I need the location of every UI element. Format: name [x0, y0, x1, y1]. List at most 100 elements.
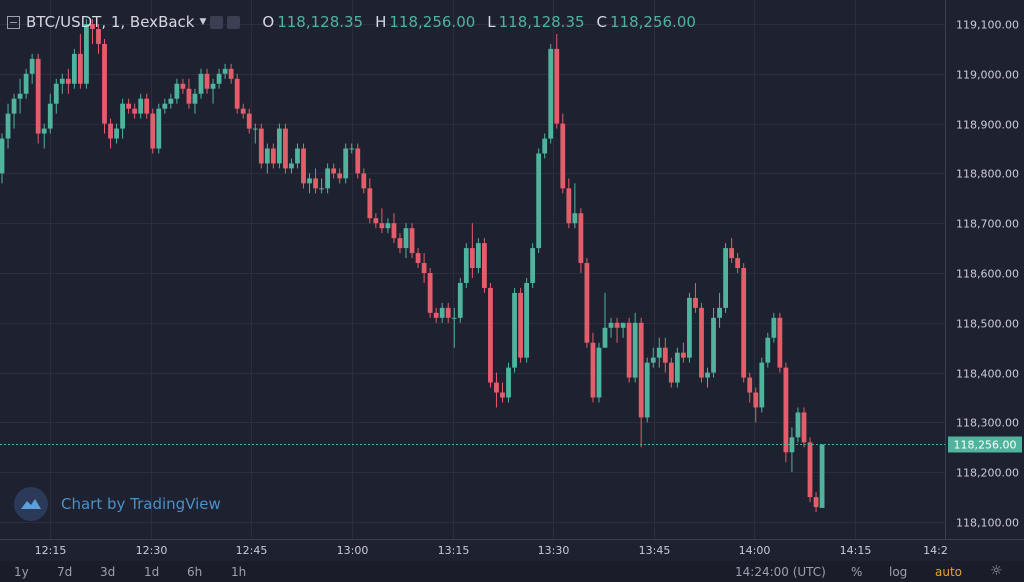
range-6h[interactable]: 6h	[187, 565, 203, 579]
range-1h[interactable]: 1h	[231, 565, 247, 579]
range-1d[interactable]: 1d	[144, 565, 160, 579]
candle-body	[216, 73, 222, 84]
candle-body	[252, 128, 258, 130]
candle-body	[397, 238, 403, 249]
candle-body	[47, 103, 53, 129]
chart-background	[0, 0, 1024, 561]
settings-icon[interactable]	[210, 15, 224, 29]
candle-body	[186, 88, 192, 104]
candle-body	[783, 367, 789, 453]
bottom-toolbar: 1y 7d 3d 1d 6h 1h 14:24:00 (UTC) % log a…	[0, 561, 1024, 582]
time-tick-label: 12:30	[136, 544, 168, 557]
candle-body	[337, 173, 343, 179]
candle-body	[506, 367, 511, 398]
candle-body	[361, 173, 367, 189]
candle-body	[578, 213, 584, 264]
vertical-grid	[50, 0, 856, 540]
candle-body	[29, 58, 35, 74]
candle-body	[307, 178, 312, 184]
candle-body	[608, 322, 614, 328]
utc-clock[interactable]: 14:24:00 (UTC)	[735, 565, 826, 579]
candle-body	[518, 292, 523, 358]
candle-body	[35, 58, 41, 134]
candle-body	[735, 258, 741, 269]
auto-toggle[interactable]: auto	[935, 565, 963, 579]
close-label: C	[596, 13, 608, 31]
candle-body	[138, 98, 144, 114]
price-tick-label: 118,300.00	[956, 417, 1019, 430]
candle-body	[680, 352, 686, 358]
range-3d[interactable]: 3d	[100, 565, 116, 579]
candle-body	[379, 223, 385, 229]
candle-body	[795, 412, 801, 438]
time-tick-label: 14:15	[840, 544, 872, 557]
candle-body	[102, 43, 107, 124]
candle-body	[741, 268, 747, 378]
close-value: 118,256.00	[610, 13, 696, 31]
candle-body	[451, 317, 457, 319]
candle-body	[638, 322, 644, 418]
candle-body	[114, 128, 119, 139]
price-tick-label: 118,500.00	[956, 318, 1019, 331]
price-tick-label: 118,800.00	[956, 168, 1019, 181]
settings-gear-icon[interactable]: ☼	[990, 563, 1003, 579]
log-toggle[interactable]: log	[889, 565, 908, 579]
branding-text[interactable]: Chart by TradingView	[61, 495, 221, 513]
candle-body	[723, 248, 728, 308]
candle-body	[349, 148, 355, 150]
price-chart[interactable]: 118,100.00 118,200.00 118,300.00 118,400.00…	[0, 0, 1024, 561]
high-value: 118,256.00	[389, 13, 476, 31]
candle-body	[560, 123, 566, 189]
collapse-icon[interactable]	[7, 15, 20, 29]
low-label: L	[487, 13, 496, 31]
candle-body	[150, 113, 156, 149]
candle-body	[5, 113, 11, 139]
candle-body	[156, 108, 162, 149]
last-price-tag: 118,256.00	[948, 436, 1022, 453]
candle-body	[270, 148, 276, 164]
candle-body	[415, 253, 421, 264]
candle-body	[168, 98, 174, 104]
candle-body	[289, 163, 294, 169]
price-axis[interactable]: 118,100.00 118,200.00 118,300.00 118,400.00…	[956, 19, 1019, 530]
candle-body	[174, 83, 180, 99]
candle-body	[108, 123, 113, 139]
price-tick-label: 118,600.00	[956, 268, 1019, 281]
candle-body	[711, 317, 716, 373]
candle-body	[228, 68, 234, 79]
candle-body	[687, 297, 692, 358]
hide-icon[interactable]	[227, 15, 241, 29]
candle-body	[41, 128, 47, 134]
price-tick-label: 118,700.00	[956, 218, 1019, 231]
range-1y[interactable]: 1y	[14, 565, 29, 579]
candle-body	[542, 138, 548, 154]
candle-body	[747, 377, 753, 393]
candle-body	[0, 138, 5, 174]
candle-body	[457, 282, 463, 318]
candle-body	[373, 218, 379, 224]
chevron-down-icon[interactable]: ▼	[199, 17, 207, 27]
candle-body	[234, 78, 240, 109]
candle-body	[530, 248, 536, 283]
candle-body	[662, 347, 668, 363]
candle-body	[204, 73, 210, 89]
candle-body	[120, 103, 125, 129]
candle-body	[620, 322, 626, 328]
range-7d[interactable]: 7d	[57, 565, 73, 579]
candle-body	[409, 228, 415, 254]
high-label: H	[375, 13, 387, 31]
candle-body	[385, 223, 391, 229]
tradingview-branding[interactable]: Chart by TradingView	[14, 487, 221, 521]
candle-body	[463, 248, 469, 283]
time-tick-label: 13:00	[337, 544, 369, 557]
candle-body	[512, 292, 517, 368]
time-axis[interactable]: 12:15 12:30 12:45 13:00 13:15 13:30 13:45 14:00…	[35, 544, 948, 557]
candle-body	[421, 263, 427, 273]
candle-body	[469, 248, 475, 269]
candle-body	[445, 307, 451, 318]
candle-body	[475, 243, 481, 269]
chart-header: BTC/USDT, 1, BexBack ▼ O 118,128.35 H 11…	[0, 0, 945, 44]
time-tick-label: 12:15	[35, 544, 67, 557]
percent-toggle[interactable]: %	[851, 565, 863, 579]
symbol-title[interactable]: BTC/USDT, 1, BexBack	[26, 13, 195, 31]
